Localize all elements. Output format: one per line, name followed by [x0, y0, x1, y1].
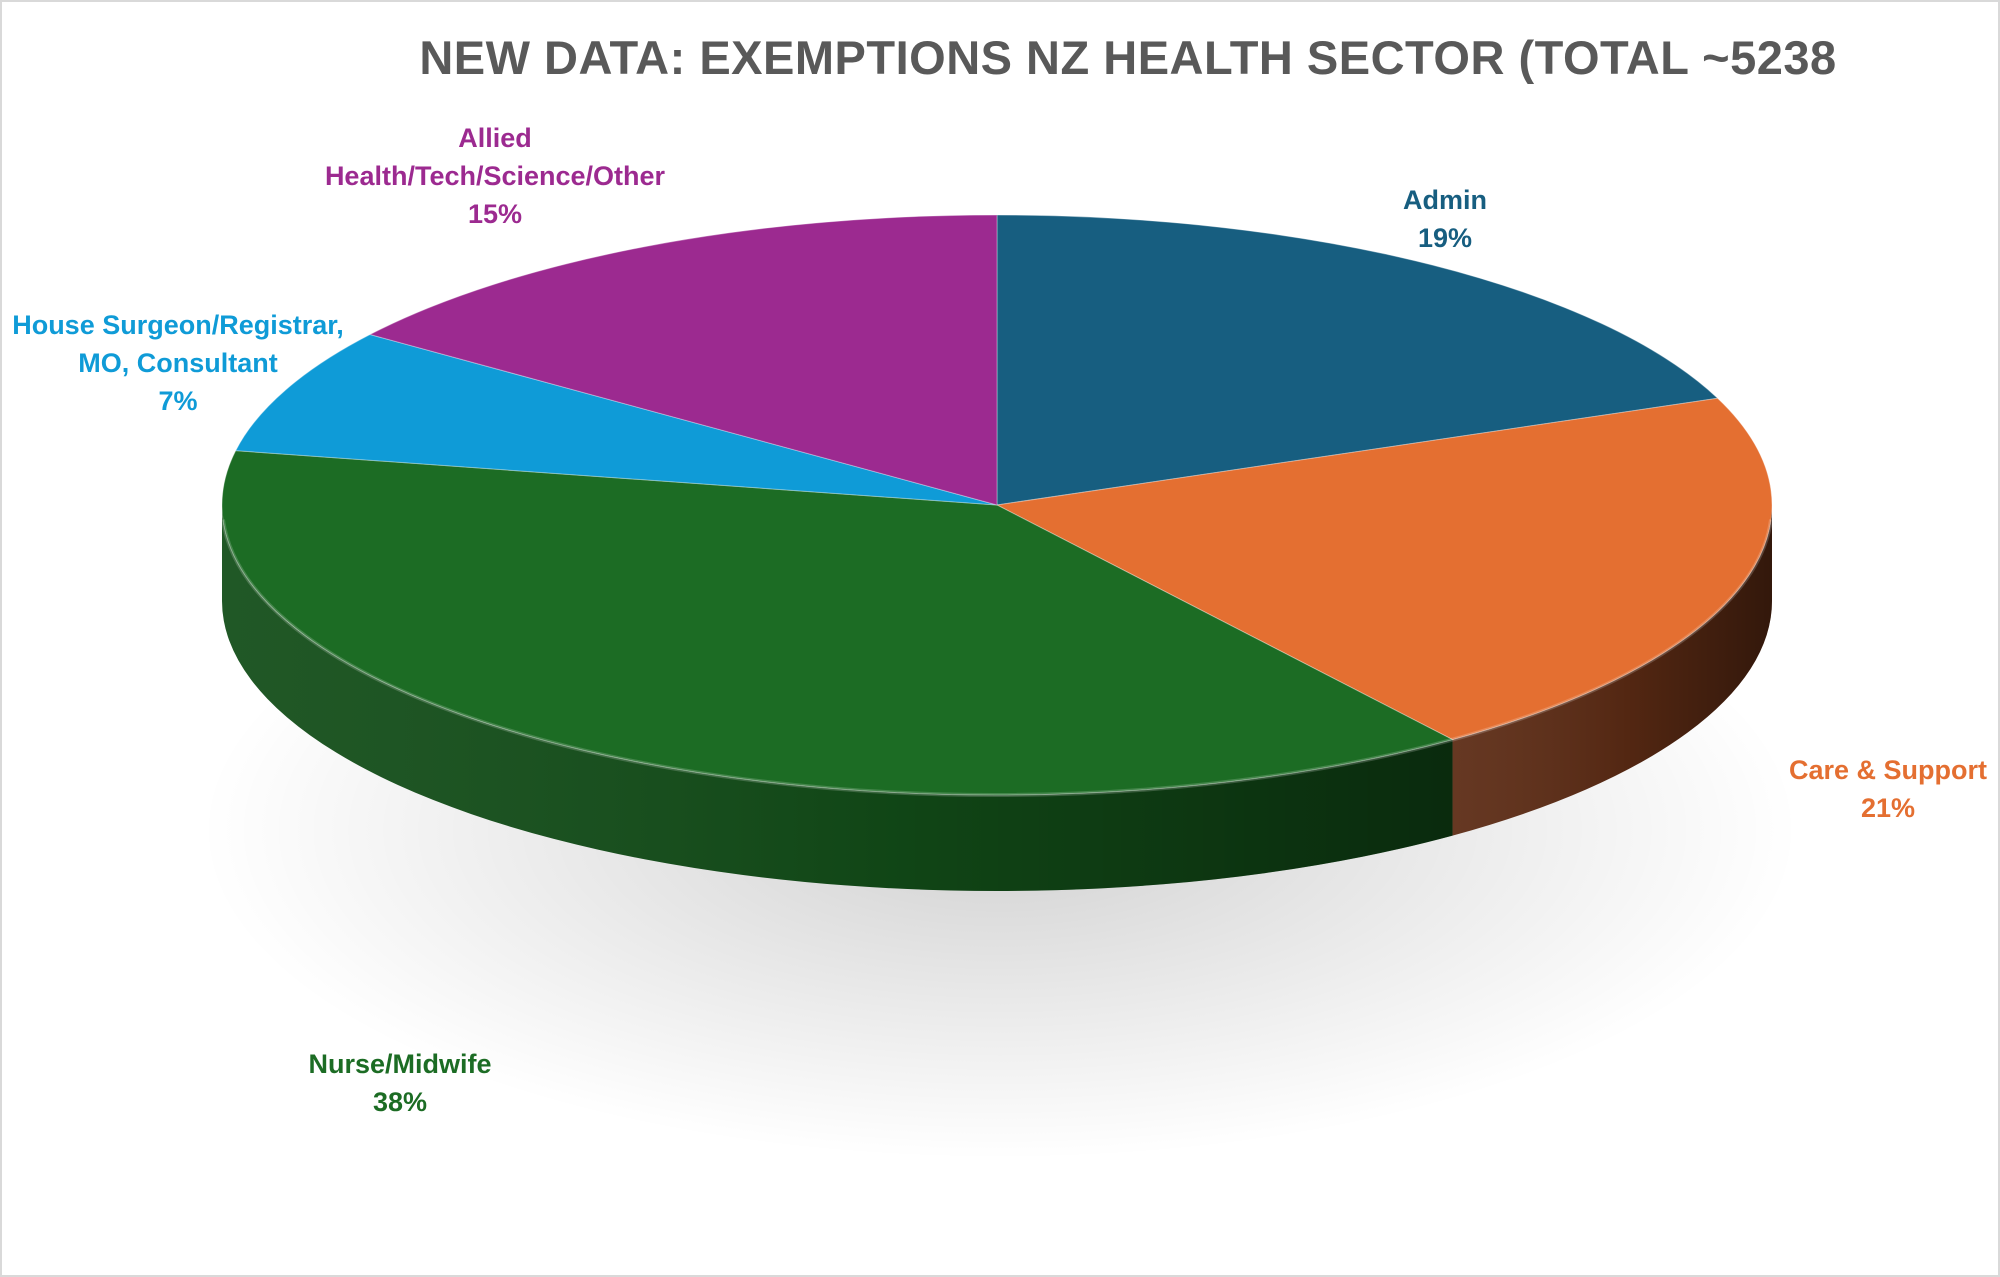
pie-rim-highlight: [220, 519, 1774, 797]
slice-label-allied-health: Allied Health/Tech/Science/Other 15%: [300, 119, 690, 233]
slice-label-allied-health-name: Allied Health/Tech/Science/Other: [324, 123, 666, 191]
slice-label-admin: Admin 19%: [1355, 181, 1535, 257]
slice-label-admin-name: Admin: [1403, 185, 1487, 215]
pie-slice-admin: [996, 214, 1719, 506]
slice-label-admin-pct: 19%: [1417, 223, 1473, 253]
slice-label-nurse-midwife-name: Nurse/Midwife: [308, 1049, 492, 1079]
slice-label-care-support: Care & Support 21%: [1778, 751, 1998, 827]
slice-label-house-surgeon-name: House Surgeon/Registrar, MO, Consultant: [12, 310, 344, 378]
pie-slice-nurse-midwife: [221, 450, 1454, 796]
pie-side-shade-care-support: [1452, 505, 1772, 836]
slice-label-house-surgeon: House Surgeon/Registrar, MO, Consultant …: [0, 306, 356, 420]
pie-slice-care-support: [995, 397, 1773, 741]
chart-title: NEW DATA: EXEMPTIONS NZ HEALTH SECTOR (T…: [419, 31, 1837, 84]
slice-label-care-support-name: Care & Support: [1788, 755, 1988, 785]
slice-label-care-support-pct: 21%: [1860, 793, 1916, 823]
pie-side-shade-nurse-midwife: [222, 505, 1453, 892]
slice-label-nurse-midwife-pct: 38%: [372, 1087, 428, 1117]
slice-label-allied-health-pct: 15%: [467, 199, 523, 229]
pie-slice-house-surgeon-registrar-mo-consultant: [234, 334, 998, 506]
slice-label-nurse-midwife: Nurse/Midwife 38%: [280, 1045, 520, 1121]
pie-slice-allied-health-tech-science-other: [368, 214, 998, 506]
slice-label-house-surgeon-pct: 7%: [158, 386, 198, 416]
